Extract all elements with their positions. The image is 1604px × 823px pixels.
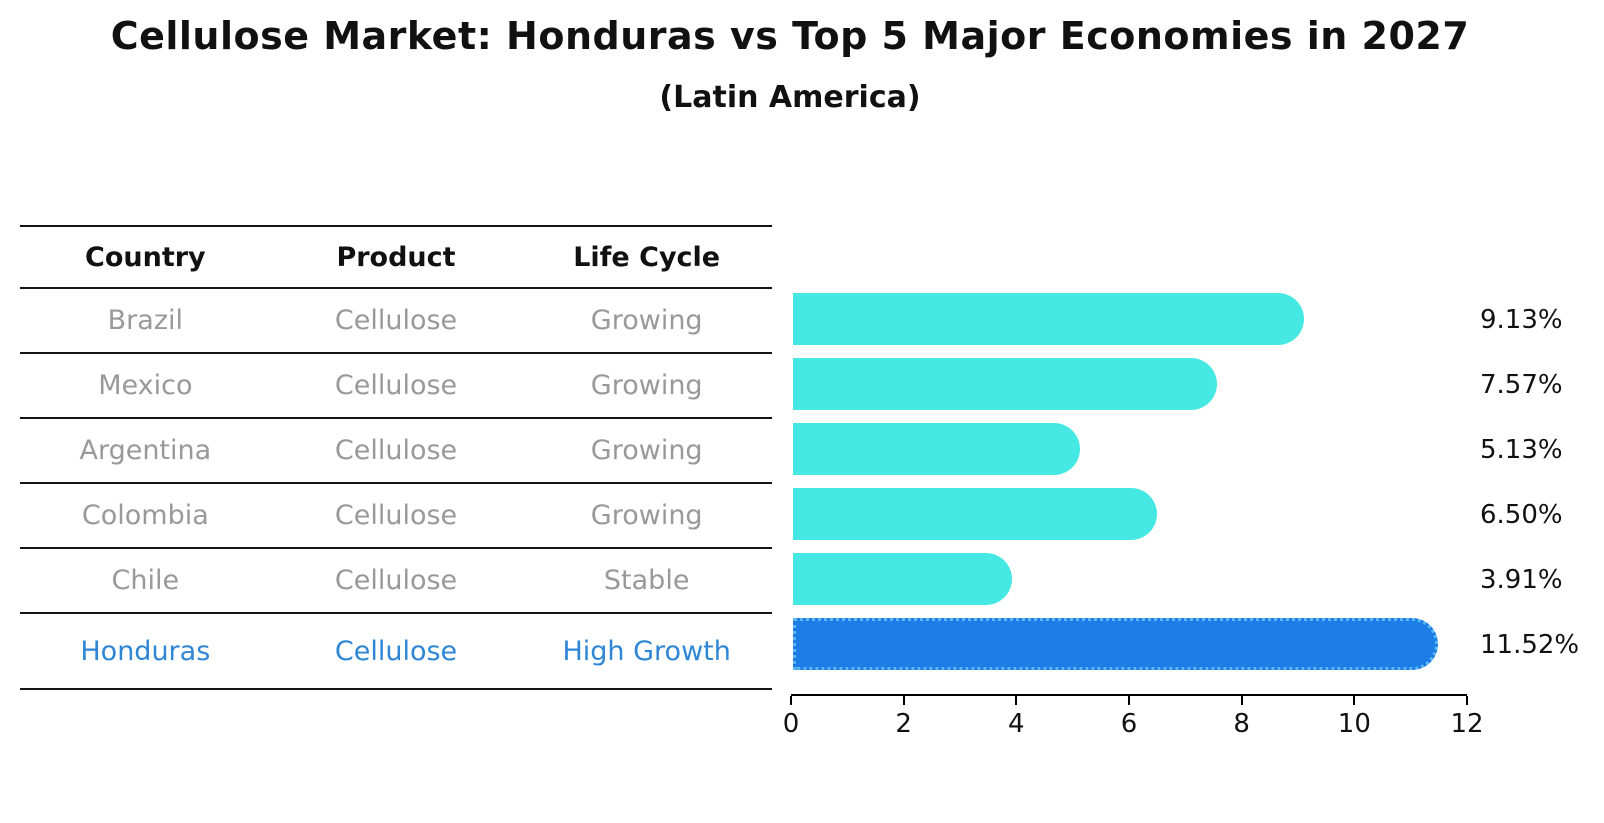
- bar-colombia: [793, 488, 1157, 540]
- table-header-row: Country Product Life Cycle: [20, 227, 772, 289]
- bar-row-mexico: 7.57%: [793, 352, 1563, 417]
- product-cell: Cellulose: [334, 635, 458, 667]
- product-cell: Cellulose: [334, 500, 458, 531]
- table-row-chile: Chile Cellulose Stable: [20, 549, 772, 614]
- product-cell: Cellulose: [334, 565, 458, 596]
- x-axis-tick-mark: [902, 696, 905, 705]
- bar-brazil: [793, 293, 1305, 345]
- product-cell: Cellulose: [334, 370, 458, 401]
- x-axis-tick-label: 10: [1337, 709, 1371, 739]
- table-row-argentina: Argentina Cellulose Growing: [20, 419, 772, 484]
- bar-row-brazil: 9.13%: [793, 287, 1563, 352]
- x-axis-tick-label: 2: [895, 709, 912, 739]
- x-axis-tick-label: 12: [1450, 709, 1484, 739]
- x-axis-tick-mark: [1128, 696, 1130, 705]
- bar-chart: 9.13% 7.57% 5.13% 6.50% 3.91% 11.52%: [793, 287, 1579, 677]
- value-label: 3.91%: [1480, 564, 1563, 595]
- life-cycle-cell: Growing: [590, 370, 703, 401]
- x-axis-tick-mark: [1353, 696, 1356, 705]
- bar-row-honduras: 11.52%: [793, 612, 1579, 677]
- bar-row-colombia: 6.50%: [793, 482, 1563, 547]
- life-cycle-cell: Growing: [590, 500, 703, 531]
- x-axis-tick-mark: [1240, 696, 1243, 705]
- x-axis-tick-label: 0: [782, 709, 800, 739]
- table-row-colombia: Colombia Cellulose Growing: [20, 484, 772, 549]
- bar-honduras: [793, 618, 1439, 670]
- life-cycle-cell: Growing: [590, 435, 703, 466]
- column-header-country: Country: [85, 241, 206, 273]
- x-axis-tick-label: 4: [1008, 709, 1025, 739]
- x-axis-tick-mark: [790, 696, 792, 705]
- bar-row-argentina: 5.13%: [793, 417, 1563, 482]
- value-label: 5.13%: [1480, 434, 1563, 465]
- table-row-brazil: Brazil Cellulose Growing: [20, 289, 772, 354]
- x-axis-tick-label: 6: [1120, 709, 1138, 739]
- value-label: 7.57%: [1480, 369, 1563, 400]
- bar-mexico: [793, 358, 1217, 410]
- life-cycle-cell: High Growth: [562, 635, 731, 667]
- life-cycle-cell: Stable: [603, 565, 690, 596]
- x-axis-tick-mark: [1466, 696, 1468, 705]
- country-cell: Chile: [111, 565, 180, 596]
- table-row-mexico: Mexico Cellulose Growing: [20, 354, 772, 419]
- bar-chile: [793, 553, 1012, 605]
- country-cell: Brazil: [107, 305, 184, 336]
- x-axis-tick-label: 8: [1233, 709, 1250, 739]
- life-cycle-cell: Growing: [590, 305, 703, 336]
- value-label: 9.13%: [1480, 304, 1563, 335]
- bar-argentina: [793, 423, 1081, 475]
- country-cell: Argentina: [79, 435, 212, 466]
- x-axis-tick-mark: [1015, 696, 1018, 705]
- value-label: 6.50%: [1480, 499, 1563, 530]
- country-cell: Mexico: [98, 370, 193, 401]
- country-table: Country Product Life Cycle Brazil Cellul…: [20, 225, 772, 690]
- product-cell: Cellulose: [334, 435, 458, 466]
- column-header-product: Product: [336, 241, 456, 273]
- x-axis: 0 2 4 6 8 10 12: [783, 694, 1484, 756]
- country-cell: Honduras: [80, 635, 211, 667]
- chart-title: Cellulose Market: Honduras vs Top 5 Majo…: [110, 14, 1470, 58]
- country-cell: Colombia: [81, 500, 209, 531]
- product-cell: Cellulose: [334, 305, 458, 336]
- column-header-life-cycle: Life Cycle: [573, 241, 721, 273]
- value-label: 11.52%: [1480, 629, 1580, 660]
- chart-subtitle: (Latin America): [659, 80, 921, 115]
- table-row-honduras: Honduras Cellulose High Growth: [20, 614, 772, 690]
- bar-row-chile: 3.91%: [793, 547, 1563, 612]
